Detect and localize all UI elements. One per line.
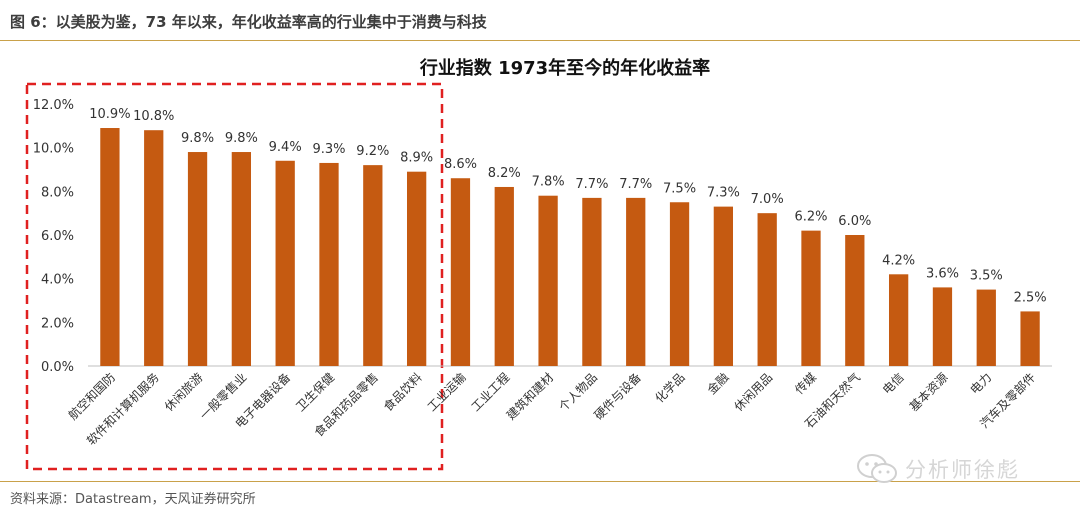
bar bbox=[231, 152, 252, 366]
category-label: 食品饮料 bbox=[380, 370, 425, 415]
bar bbox=[450, 178, 471, 366]
bar bbox=[275, 160, 295, 366]
bar bbox=[319, 162, 339, 366]
header-rule bbox=[0, 40, 1080, 41]
data-label: 3.5% bbox=[970, 269, 1003, 284]
category-label: 软件和计算机服务 bbox=[83, 370, 161, 448]
data-labels: 10.9% 10.8% 9.8% 9.8% 9.4% 9.3% 9.2% 8.9% 8.6% 8.… bbox=[89, 107, 1046, 305]
bar bbox=[888, 274, 909, 366]
bar-chart: 行业指数 1973年至今的年化收益率 0.0% 2.0% 4.0% 6.0% 8.0% 1… bbox=[25, 57, 1052, 471]
wechat-icon bbox=[857, 454, 897, 483]
y-tick-label: 2.0% bbox=[41, 316, 74, 331]
data-label: 9.8% bbox=[181, 131, 214, 146]
bar bbox=[406, 171, 427, 366]
data-label: 7.3% bbox=[707, 186, 740, 201]
data-label: 9.3% bbox=[312, 142, 345, 157]
data-label: 8.6% bbox=[444, 157, 477, 172]
bar bbox=[757, 213, 777, 366]
data-label: 6.2% bbox=[794, 210, 827, 225]
category-labels: 航空和国防软件和计算机服务 休闲旅游一般零售业电子电器设备 卫生保健食品和药品零售食… bbox=[65, 370, 1038, 448]
watermark-text: 分析师徐彪 bbox=[905, 458, 1020, 482]
y-tick-label: 4.0% bbox=[41, 273, 74, 288]
data-label: 2.5% bbox=[1014, 290, 1047, 305]
bar bbox=[976, 289, 996, 366]
bar bbox=[538, 195, 558, 366]
category-label: 基本资源 bbox=[907, 370, 951, 414]
bar bbox=[626, 197, 646, 366]
bar bbox=[1020, 311, 1040, 366]
bar bbox=[100, 128, 120, 366]
bar bbox=[932, 287, 953, 366]
bar bbox=[187, 152, 208, 366]
data-label: 4.2% bbox=[882, 253, 915, 268]
figure-header: 图 6：以美股为鉴，73 年以来，年化收益率高的行业集中于消费与科技 bbox=[0, 0, 1080, 42]
category-label: 金融 bbox=[704, 370, 732, 398]
y-tick-label: 12.0% bbox=[33, 98, 74, 113]
category-label: 卫生保健 bbox=[293, 370, 337, 414]
category-label: 硬件与设备 bbox=[592, 370, 644, 422]
data-label: 7.0% bbox=[751, 192, 784, 207]
category-label: 建筑和建材 bbox=[503, 370, 556, 423]
data-label: 9.8% bbox=[225, 131, 258, 146]
bar bbox=[144, 130, 164, 366]
data-label: 7.5% bbox=[663, 181, 696, 196]
data-label: 9.4% bbox=[269, 140, 302, 155]
data-label: 7.7% bbox=[619, 177, 652, 192]
source-note: 资料来源：Datastream，天风证券研究所 bbox=[10, 492, 256, 507]
bar bbox=[713, 206, 734, 366]
category-label: 个人物品 bbox=[556, 370, 600, 414]
y-tick-label: 0.0% bbox=[41, 360, 74, 375]
data-label: 10.8% bbox=[133, 109, 174, 124]
data-label: 10.9% bbox=[89, 107, 130, 122]
bars bbox=[100, 128, 1040, 366]
bar bbox=[582, 197, 602, 366]
figure-caption: 图 6：以美股为鉴，73 年以来，年化收益率高的行业集中于消费与科技 bbox=[10, 13, 487, 31]
y-tick-label: 10.0% bbox=[33, 142, 74, 157]
category-label: 电力 bbox=[968, 370, 995, 397]
bar bbox=[801, 230, 821, 366]
data-label: 3.6% bbox=[926, 266, 959, 281]
category-label: 工业运输 bbox=[424, 370, 469, 415]
category-label: 工业工程 bbox=[468, 370, 513, 415]
data-label: 7.8% bbox=[532, 175, 565, 190]
bar bbox=[669, 202, 690, 366]
category-label: 电信 bbox=[880, 370, 907, 397]
data-label: 9.2% bbox=[356, 144, 389, 159]
highlight-box bbox=[25, 82, 444, 471]
category-label: 休闲旅游 bbox=[162, 370, 206, 414]
category-label: 传媒 bbox=[792, 370, 820, 398]
category-label: 休闲用品 bbox=[731, 370, 775, 414]
category-label: 化学品 bbox=[652, 370, 688, 406]
bar bbox=[363, 165, 383, 366]
watermark: 分析师徐彪 bbox=[855, 453, 1020, 485]
data-label: 7.7% bbox=[575, 177, 608, 192]
data-label: 6.0% bbox=[838, 214, 871, 229]
footer-rule bbox=[0, 481, 1080, 482]
y-axis: 0.0% 2.0% 4.0% 6.0% 8.0% 10.0% 12.0% bbox=[33, 98, 74, 375]
data-label: 8.2% bbox=[488, 166, 521, 181]
y-tick-label: 8.0% bbox=[41, 185, 74, 200]
bar bbox=[845, 235, 865, 366]
bar bbox=[494, 186, 514, 366]
chart-title: 行业指数 1973年至今的年化收益率 bbox=[419, 57, 710, 79]
data-label: 8.9% bbox=[400, 151, 433, 166]
y-tick-label: 6.0% bbox=[41, 229, 74, 244]
